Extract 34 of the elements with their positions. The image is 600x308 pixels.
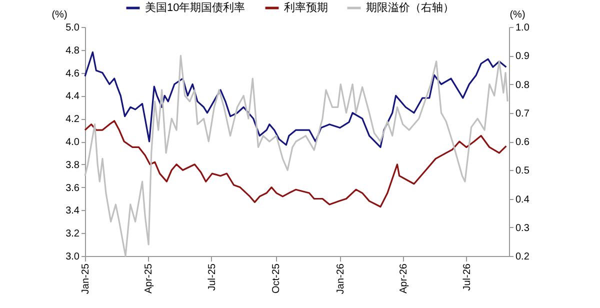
y-tick-label: 5.0	[66, 22, 80, 34]
x-tick-label: Jul-25	[206, 263, 218, 291]
legend-label: 美国10年期国债利率	[145, 1, 246, 14]
x-tick-label: Jul-26	[462, 263, 473, 291]
x-tick-label: Oct-25	[271, 263, 282, 294]
y2-tick-label: 0.4	[516, 194, 530, 206]
line-series	[84, 51, 508, 148]
y2-tick-label: 0.5	[516, 166, 530, 177]
x-tick-label: Jan-26	[335, 263, 346, 294]
y-axis-title: (%)	[52, 10, 68, 20]
x-tick-label: Apr-26	[398, 263, 410, 294]
y-tick-label: 3.4	[66, 206, 80, 217]
y-tick-label: 3.0	[66, 252, 80, 262]
y2-tick-label: 0.3	[516, 222, 530, 234]
x-tick-label: Apr-25	[143, 263, 154, 294]
y2-tick-label: 0.6	[516, 137, 530, 148]
y2-tick-label: 1.0	[516, 22, 530, 34]
y-tick-label: 4.6	[66, 68, 80, 80]
y-tick-label: 4.8	[66, 45, 80, 56]
y-tick-label: 3.8	[66, 160, 80, 171]
y2-tick-label: 0.9	[516, 51, 530, 62]
y-tick-label: 3.6	[66, 182, 80, 194]
y-tick-label: 3.2	[66, 228, 80, 240]
y2-tick-label: 0.2	[516, 252, 530, 262]
y-tick-label: 4.2	[66, 114, 80, 126]
legend-label: 利率预期	[284, 1, 328, 14]
y-tick-label: 4.0	[66, 137, 80, 148]
y-tick-label: 4.4	[66, 91, 80, 102]
y2-tick-label: 0.7	[516, 108, 530, 120]
line-series	[84, 120, 508, 208]
legend-label: 期限溢价（右轴）	[366, 1, 454, 14]
x-tick-label: Jan-25	[80, 263, 92, 294]
y2-tick-label: 0.8	[516, 80, 530, 91]
y2-axis-title: (%)	[510, 10, 526, 20]
